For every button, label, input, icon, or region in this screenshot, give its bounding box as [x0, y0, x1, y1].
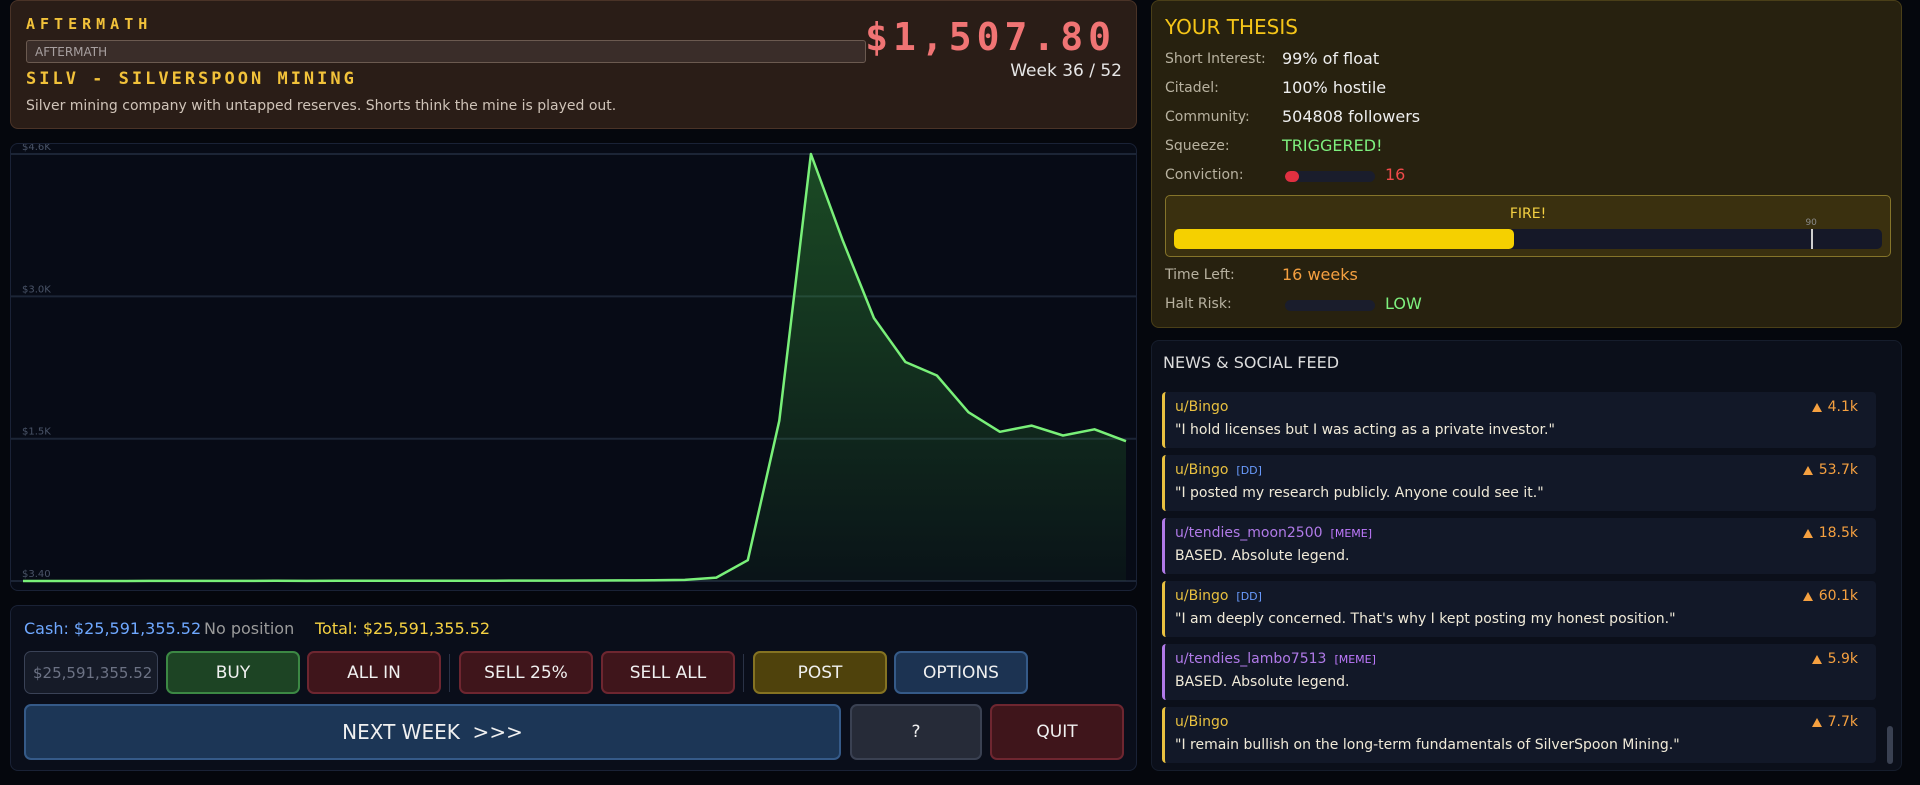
username: u/tendies_moon2500 — [1175, 525, 1323, 541]
post-text: "I am deeply concerned. That's why I kep… — [1175, 611, 1676, 627]
row-value: 100% hostile — [1282, 78, 1387, 97]
conviction-track — [1285, 171, 1375, 182]
help-button[interactable]: ? — [850, 704, 982, 760]
post-tag: [MEME] — [1334, 653, 1376, 666]
username: u/Bingo — [1175, 588, 1229, 604]
upvotes: 60.1k — [1818, 588, 1858, 604]
sell-25-button[interactable]: SELL 25% — [459, 651, 593, 694]
y-tick-label: $3.40 — [22, 569, 51, 580]
total: Total: $25,591,355.52 — [315, 619, 491, 638]
fire-meter: FIRE! 90 — [1165, 195, 1891, 257]
feed-item: u/tendies_lambo7513 [MEME] 5.9k BASED. Abso… — [1162, 644, 1876, 700]
price-chart: $4.6K $3.0K $1.5K $3.40 — [11, 144, 1136, 583]
amount-input[interactable]: $25,591,355.52 — [24, 651, 158, 694]
upvotes: 4.1k — [1827, 399, 1858, 415]
scrollbar[interactable] — [1887, 726, 1893, 764]
upvote-icon — [1802, 592, 1813, 601]
username: u/tendies_lambo7513 — [1175, 651, 1327, 667]
fire-track: 90 — [1174, 218, 1882, 249]
feed-item: u/tendies_moon2500 [MEME] 18.5k BASED. Abso… — [1162, 518, 1876, 574]
upvote-icon — [1811, 403, 1822, 412]
phase-badge: AFTERMATH — [26, 40, 866, 63]
row-label: Short Interest: — [1165, 51, 1266, 67]
all-in-button[interactable]: ALL IN — [307, 651, 441, 694]
post-text: "I posted my research publicly. Anyone c… — [1175, 485, 1544, 501]
options-button[interactable]: OPTIONS — [894, 651, 1028, 694]
upvotes: 5.9k — [1827, 651, 1858, 667]
upvotes: 18.5k — [1818, 525, 1858, 541]
halt-risk-track — [1285, 300, 1375, 311]
description: Silver mining company with untapped rese… — [26, 98, 617, 114]
feed-item: u/Bingo [DD] 60.1k "I am deeply concerned. … — [1162, 581, 1876, 637]
y-tick-label: $3.0K — [22, 284, 51, 295]
y-tick-label: $4.6K — [22, 144, 51, 153]
stock-header: AFTERMATH AFTERMATH SILV - SILVERSPOON M… — [10, 0, 1137, 129]
row-value: TRIGGERED! — [1282, 136, 1383, 155]
position: No position — [204, 619, 295, 638]
post-text: BASED. Absolute legend. — [1175, 674, 1350, 690]
post-text: "I remain bullish on the long-term funda… — [1175, 737, 1680, 753]
price-area — [23, 154, 1126, 581]
week-counter: Week 36 / 52 — [1010, 61, 1122, 81]
post-tag: [DD] — [1236, 590, 1262, 603]
post-button[interactable]: POST — [753, 651, 887, 694]
price: $1,507.80 — [865, 15, 1116, 59]
username: u/Bingo — [1175, 714, 1229, 730]
feed-item: u/Bingo [DD] 53.7k "I posted my research pu… — [1162, 455, 1876, 511]
row-label: Community: — [1165, 109, 1250, 125]
quit-button[interactable]: QUIT — [990, 704, 1124, 760]
price-line — [23, 152, 1127, 583]
post-text: "I hold licenses but I was acting as a p… — [1175, 422, 1555, 438]
feed-item: u/Bingo 4.1k "I hold licenses but I was ac… — [1162, 392, 1876, 448]
row-label: Squeeze: — [1165, 138, 1230, 154]
row-value: 504808 followers — [1282, 107, 1421, 126]
game-title: AFTERMATH — [26, 15, 153, 33]
thesis-title: YOUR THESIS — [1165, 15, 1298, 39]
thesis-panel: YOUR THESIS Short Interest: 99% of float… — [1151, 0, 1902, 328]
fire-label: FIRE! — [1509, 206, 1547, 222]
price-chart-panel: $4.6K $3.0K $1.5K $3.40 — [10, 143, 1137, 591]
upvotes: 53.7k — [1818, 462, 1858, 478]
row-value: 16 weeks — [1282, 265, 1358, 284]
post-text: BASED. Absolute legend. — [1175, 548, 1350, 564]
row-label: Conviction: — [1165, 167, 1244, 183]
row-label: Halt Risk: — [1165, 296, 1232, 312]
news-feed: NEWS & SOCIAL FEED u/Bingo 4.1k "I hold li… — [1151, 340, 1902, 771]
ticker: SILV - SILVERSPOON MINING — [26, 69, 357, 89]
next-week-button[interactable]: NEXT WEEK >>> — [24, 704, 841, 760]
separator — [743, 654, 744, 692]
threshold-marker — [1811, 229, 1814, 249]
trade-panel: Cash: $25,591,355.52 No position Total: … — [10, 605, 1137, 771]
y-tick-label: $1.5K — [22, 427, 51, 438]
upvote-icon — [1811, 655, 1822, 664]
cash: Cash: $25,591,355.52 — [24, 619, 202, 638]
separator — [449, 654, 450, 692]
upvotes: 7.7k — [1827, 714, 1858, 730]
username: u/Bingo — [1175, 462, 1229, 478]
feed-item: u/Bingo 7.7k "I remain bullish on the long… — [1162, 707, 1876, 763]
feed-title: NEWS & SOCIAL FEED — [1163, 353, 1340, 372]
sell-all-button[interactable]: SELL ALL — [601, 651, 735, 694]
row-value: 99% of float — [1282, 49, 1380, 68]
fire-bar — [1174, 229, 1514, 249]
username: u/Bingo — [1175, 399, 1229, 415]
conviction-bar — [1285, 171, 1300, 182]
upvote-icon — [1802, 466, 1813, 475]
upvote-icon — [1802, 529, 1813, 538]
threshold-label: 90 — [1805, 218, 1817, 228]
upvote-icon — [1811, 718, 1822, 727]
conviction-value: 16 — [1385, 165, 1406, 184]
post-tag: [DD] — [1236, 464, 1262, 477]
row-label: Time Left: — [1165, 267, 1235, 283]
post-tag: [MEME] — [1330, 527, 1372, 540]
buy-button[interactable]: BUY — [166, 651, 300, 694]
row-label: Citadel: — [1165, 80, 1219, 96]
halt-risk-value: LOW — [1385, 294, 1422, 313]
